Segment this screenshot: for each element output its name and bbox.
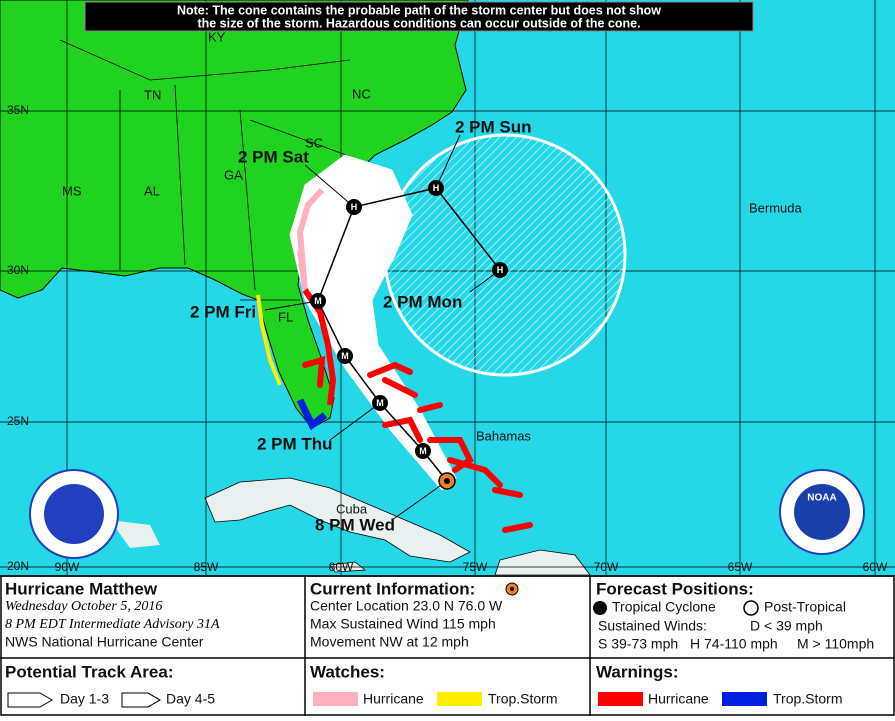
point-letter: H: [351, 202, 358, 212]
track-line: [317, 187, 501, 482]
lon-label: 70W: [594, 560, 619, 574]
tropical-storm-warning: [296, 398, 328, 431]
point-letter: H: [433, 183, 440, 193]
noaa-logo-text: NOAA: [807, 493, 836, 504]
post-tropical-icon: [743, 600, 759, 616]
forecast-label: 2 PM Mon: [383, 292, 462, 311]
wind-scale: M > 110mph: [797, 636, 874, 652]
state-label: NC: [352, 86, 371, 101]
storm-advisory: 8 PM EDT Intermediate Advisory 31A: [5, 617, 220, 632]
place-label: Cuba: [336, 501, 368, 516]
lat-label: 25N: [7, 414, 29, 428]
current-line: Max Sustained Wind 115 mph: [310, 616, 496, 632]
winds-title: Sustained Winds:: [598, 618, 707, 634]
forecast-label: 2 PM Fri: [190, 302, 256, 321]
forecast-points: M M M M H H H: [310, 180, 508, 459]
point-letter: M: [419, 446, 427, 456]
track-area-title: Potential Track Area:: [5, 662, 174, 681]
state-label: KY: [208, 29, 226, 44]
state-label: AL: [144, 183, 160, 198]
lat-label: 30N: [7, 263, 29, 277]
forecast-point: [346, 199, 362, 215]
storm-date: Wednesday October 5, 2016: [5, 599, 162, 614]
lon-label: 80W: [329, 560, 354, 574]
wind-scale: H 74-110 mph: [690, 636, 778, 652]
forecast-point: [310, 293, 326, 309]
ts-watch-swatch: [437, 692, 482, 706]
current-icon-dot: [510, 587, 514, 591]
forecast-point: [337, 348, 353, 364]
noaa-logo-inner: [794, 484, 850, 540]
tropical-icon: [593, 601, 607, 615]
current-title: Current Information:: [310, 579, 475, 598]
hurricane-warning-islands: [302, 355, 533, 533]
forecast-label: 2 PM Thu: [257, 434, 333, 453]
storm-name: Hurricane Matthew: [5, 579, 158, 598]
place-label: Bermuda: [749, 200, 803, 215]
lon-label: 85W: [194, 560, 219, 574]
lon-label: 75W: [463, 560, 488, 574]
hispaniola: [494, 549, 591, 576]
lon-label: 65W: [728, 560, 753, 574]
hurricane-watch-swatch: [313, 692, 358, 706]
forecast-point: [415, 443, 431, 459]
tropical-label: Tropical Cyclone: [612, 599, 716, 615]
forecast-label: 8 PM Wed: [315, 515, 395, 534]
ts-warning-swatch: [722, 692, 767, 706]
wind-scale: D < 39 mph: [750, 618, 823, 634]
state-label: FL: [278, 309, 293, 324]
tropical-storm-watch: [256, 294, 282, 386]
wind-scale: S 39-73 mph: [598, 636, 678, 652]
us-land: [0, 0, 469, 429]
state-label: TN: [144, 87, 161, 102]
forecast-point: [372, 395, 388, 411]
note-banner: [84, 1, 754, 32]
note-line: Note: The cone contains the probable pat…: [177, 3, 661, 17]
post-tropical-label: Post-Tropical: [764, 599, 846, 615]
forecast-title: Forecast Positions:: [596, 579, 754, 598]
watch-item: Trop.Storm: [488, 691, 558, 707]
legend-dividers: [0, 575, 895, 716]
watch-item: Hurricane: [363, 691, 424, 707]
nws-logo-land: [110, 520, 160, 548]
state-borders: [59, 39, 361, 301]
point-letter: M: [341, 351, 349, 361]
day45-outline: [121, 692, 161, 708]
track-area-item: Day 1-3: [60, 691, 109, 707]
state-label: MS: [62, 183, 82, 198]
warning-item: Hurricane: [648, 691, 709, 707]
warning-item: Trop.Storm: [773, 691, 843, 707]
state-label: GA: [224, 167, 243, 182]
forecast-label: 2 PM Sun: [455, 117, 532, 136]
note-line: the size of the storm. Hazardous conditi…: [197, 16, 640, 30]
cuba: [204, 477, 471, 563]
day13-icon: [7, 692, 53, 708]
forecast-point: [428, 180, 444, 196]
point-letter: H: [497, 265, 504, 275]
watches-title: Watches:: [310, 662, 385, 681]
point-letter: M: [314, 296, 322, 306]
hurricane-watch: [296, 187, 325, 291]
lon-label: 60W: [863, 560, 888, 574]
lat-label: 35N: [7, 103, 29, 117]
hurricane-warning-swatch: [598, 692, 643, 706]
track-area-item: Day 4-5: [166, 691, 215, 707]
cone-day-4-5: [383, 133, 627, 377]
lon-label: 90W: [55, 560, 80, 574]
lat-label: 20N: [7, 559, 29, 573]
point-letter: M: [376, 398, 384, 408]
forecast-point: [492, 262, 508, 278]
state-label: SC: [305, 135, 323, 150]
current-line: Center Location 23.0 N 76.0 W: [310, 598, 503, 614]
forecast-label: 2 PM Sat: [238, 147, 309, 166]
place-label: Bahamas: [476, 428, 531, 443]
nws-logo-inner: [44, 484, 104, 544]
warnings-title: Warnings:: [596, 662, 678, 681]
current-line: Movement NW at 12 mph: [310, 634, 469, 650]
current-position-dot: [444, 478, 450, 484]
storm-center: NWS National Hurricane Center: [5, 634, 204, 650]
